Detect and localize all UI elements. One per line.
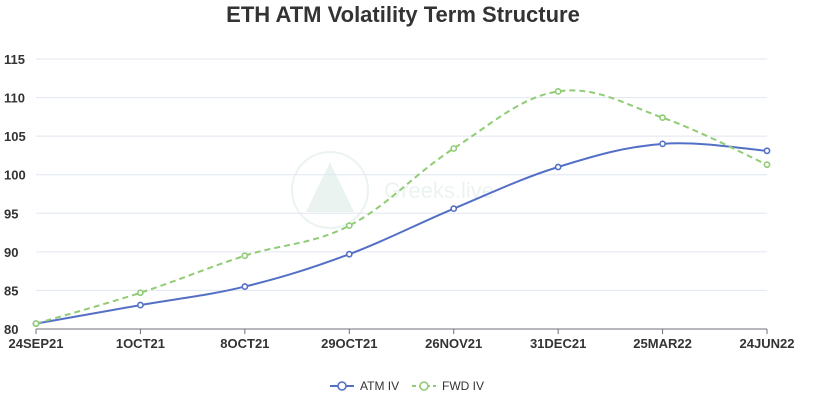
x-tick-label: 24SEP21 (9, 336, 64, 351)
y-tick-label: 85 (4, 283, 18, 298)
legend-item[interactable]: FWD IV (412, 379, 484, 393)
y-tick-label: 90 (4, 245, 18, 260)
data-point (241, 252, 249, 260)
chart-title: ETH ATM Volatility Term Structure (226, 2, 580, 27)
data-point (137, 301, 144, 309)
series-line (35, 89, 768, 325)
x-tick-label: 25MAR22 (633, 336, 692, 351)
data-point (345, 250, 353, 258)
legend-swatch-marker (337, 381, 347, 391)
x-tick-label: 24JUN22 (740, 336, 795, 351)
x-tick-label: 26NOV21 (425, 336, 482, 351)
series-fwd-iv (32, 88, 771, 327)
x-tick-label: 29OCT21 (321, 336, 377, 351)
data-point (450, 205, 458, 213)
watermark-logo: Greeks.live (291, 151, 494, 229)
y-tick-label: 115 (4, 52, 25, 67)
data-point (659, 140, 666, 148)
data-point (763, 161, 771, 169)
data-point (450, 145, 458, 152)
data-point (554, 163, 562, 171)
legend-label: ATM IV (360, 379, 399, 393)
data-point (345, 222, 353, 230)
data-point (241, 283, 249, 290)
legend-item[interactable]: ATM IV (330, 379, 399, 393)
y-tick-label: 80 (4, 322, 18, 337)
data-point (32, 320, 40, 327)
data-point (763, 147, 771, 155)
series-line (35, 142, 768, 325)
y-tick-label: 95 (4, 206, 18, 221)
data-point (137, 289, 144, 297)
legend-swatch-marker (419, 381, 429, 391)
legend-label: FWD IV (442, 379, 484, 393)
data-point (554, 88, 562, 95)
series-atm-iv (32, 140, 771, 327)
data-point (659, 114, 666, 122)
x-tick-label: 1OCT21 (116, 336, 165, 351)
y-tick-label: 110 (4, 91, 25, 106)
y-tick-label: 100 (4, 168, 26, 183)
x-tick-label: 8OCT21 (220, 336, 269, 351)
x-tick-label: 31DEC21 (530, 336, 586, 351)
y-tick-label: 105 (4, 129, 26, 144)
